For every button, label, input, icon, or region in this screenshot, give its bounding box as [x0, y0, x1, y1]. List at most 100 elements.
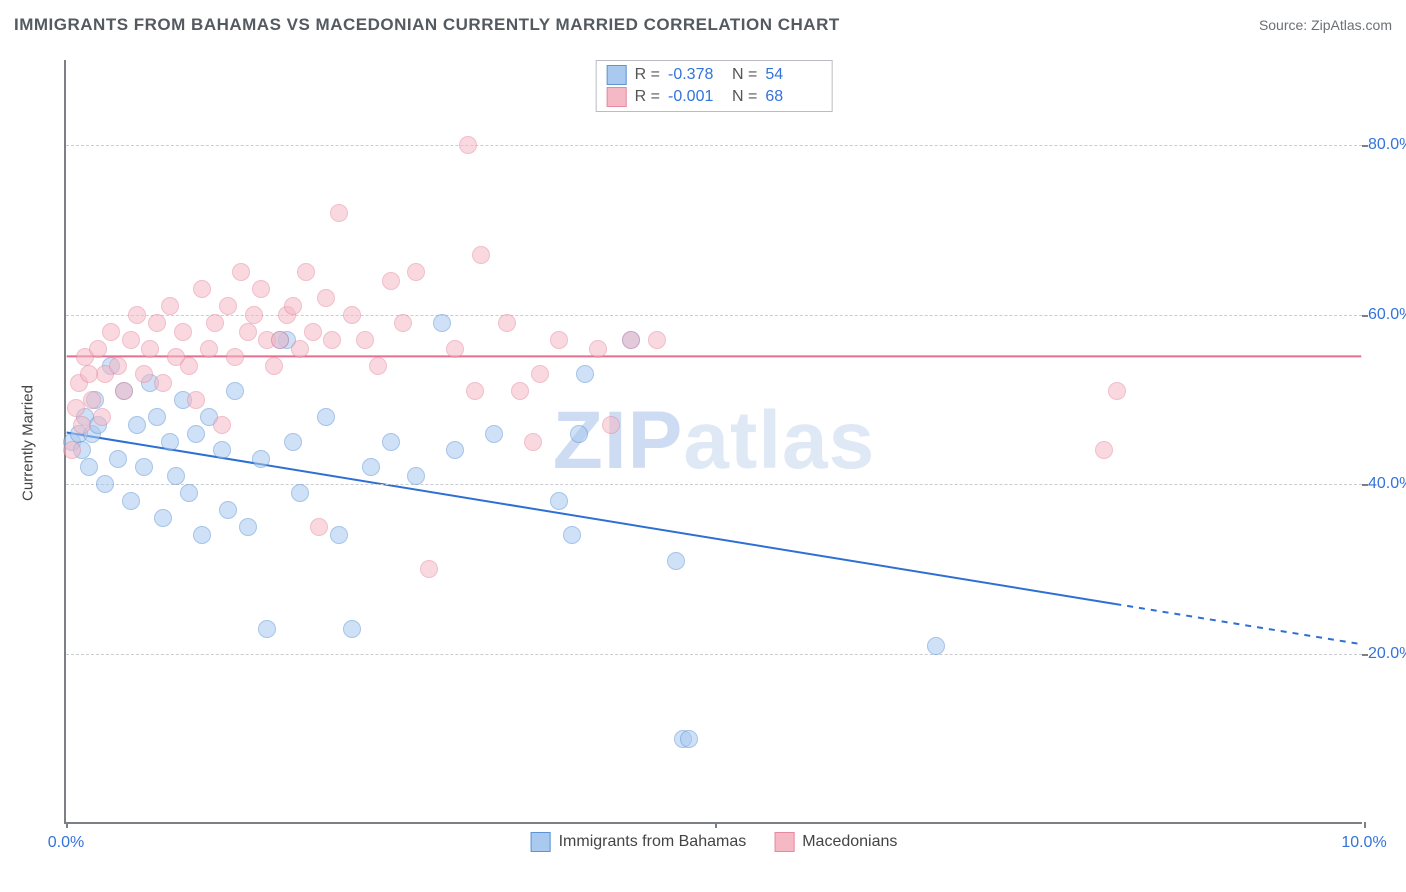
data-point: [446, 340, 464, 358]
data-point: [148, 408, 166, 426]
data-point: [291, 340, 309, 358]
data-point: [252, 280, 270, 298]
data-point: [180, 357, 198, 375]
data-point: [407, 263, 425, 281]
data-point: [550, 492, 568, 510]
chart-container: IMMIGRANTS FROM BAHAMAS VS MACEDONIAN CU…: [0, 0, 1406, 892]
data-point: [563, 526, 581, 544]
data-point: [245, 306, 263, 324]
data-point: [297, 263, 315, 281]
data-point: [193, 280, 211, 298]
legend-item-0: Immigrants from Bahamas: [531, 832, 747, 852]
data-point: [1108, 382, 1126, 400]
data-point: [622, 331, 640, 349]
legend-swatch-1: [607, 87, 627, 107]
data-point: [135, 458, 153, 476]
data-point: [239, 323, 257, 341]
data-point: [343, 620, 361, 638]
data-point: [927, 637, 945, 655]
data-point: [232, 263, 250, 281]
data-point: [252, 450, 270, 468]
data-point: [433, 314, 451, 332]
series-legend: Immigrants from Bahamas Macedonians: [531, 832, 898, 852]
gridline: [66, 145, 1362, 146]
header-row: IMMIGRANTS FROM BAHAMAS VS MACEDONIAN CU…: [14, 10, 1392, 40]
data-point: [524, 433, 542, 451]
y-tick-label: 80.0%: [1368, 136, 1406, 154]
legend-label-0: Immigrants from Bahamas: [559, 833, 747, 851]
data-point: [109, 357, 127, 375]
data-point: [141, 340, 159, 358]
data-point: [648, 331, 666, 349]
legend-swatch-1b: [774, 832, 794, 852]
legend-row-series-0: R = -0.378 N = 54: [607, 65, 822, 85]
data-point: [122, 331, 140, 349]
data-point: [63, 441, 81, 459]
n-value-1: 68: [765, 88, 821, 106]
data-point: [343, 306, 361, 324]
data-point: [239, 518, 257, 536]
data-point: [122, 492, 140, 510]
data-point: [200, 340, 218, 358]
data-point: [187, 391, 205, 409]
y-tick-label: 40.0%: [1368, 475, 1406, 493]
data-point: [330, 526, 348, 544]
data-point: [667, 552, 685, 570]
data-point: [382, 272, 400, 290]
data-point: [446, 441, 464, 459]
data-point: [472, 246, 490, 264]
source-attribution: Source: ZipAtlas.com: [1259, 17, 1392, 33]
data-point: [89, 340, 107, 358]
legend-row-series-1: R = -0.001 N = 68: [607, 87, 822, 107]
legend-item-1: Macedonians: [774, 832, 897, 852]
n-label: N =: [732, 66, 757, 84]
data-point: [576, 365, 594, 383]
data-point: [330, 204, 348, 222]
data-point: [317, 408, 335, 426]
legend-swatch-0: [607, 65, 627, 85]
data-point: [148, 314, 166, 332]
data-point: [531, 365, 549, 383]
data-point: [213, 416, 231, 434]
data-point: [167, 467, 185, 485]
data-point: [550, 331, 568, 349]
data-point: [193, 526, 211, 544]
data-point: [93, 408, 111, 426]
r-value-1: -0.001: [668, 88, 724, 106]
data-point: [459, 136, 477, 154]
r-label: R =: [635, 66, 660, 84]
data-point: [115, 382, 133, 400]
data-point: [284, 433, 302, 451]
data-point: [219, 297, 237, 315]
gridline: [66, 484, 1362, 485]
data-point: [206, 314, 224, 332]
data-point: [589, 340, 607, 358]
data-point: [1095, 441, 1113, 459]
y-tick-label: 20.0%: [1368, 645, 1406, 663]
r-value-0: -0.378: [668, 66, 724, 84]
data-point: [109, 450, 127, 468]
data-point: [135, 365, 153, 383]
data-point: [180, 484, 198, 502]
data-point: [602, 416, 620, 434]
correlation-legend: R = -0.378 N = 54 R = -0.001 N = 68: [596, 60, 833, 112]
n-label: N =: [732, 88, 757, 106]
data-point: [187, 425, 205, 443]
data-point: [128, 306, 146, 324]
r-label: R =: [635, 88, 660, 106]
data-point: [161, 297, 179, 315]
source-link[interactable]: ZipAtlas.com: [1311, 17, 1392, 33]
watermark: ZIPatlas: [553, 394, 875, 488]
data-point: [80, 458, 98, 476]
data-point: [511, 382, 529, 400]
data-point: [310, 518, 328, 536]
trend-lines: [66, 60, 1362, 822]
legend-swatch-0b: [531, 832, 551, 852]
data-point: [407, 467, 425, 485]
data-point: [226, 348, 244, 366]
data-point: [73, 416, 91, 434]
data-point: [226, 382, 244, 400]
data-point: [466, 382, 484, 400]
data-point: [83, 391, 101, 409]
data-point: [67, 399, 85, 417]
